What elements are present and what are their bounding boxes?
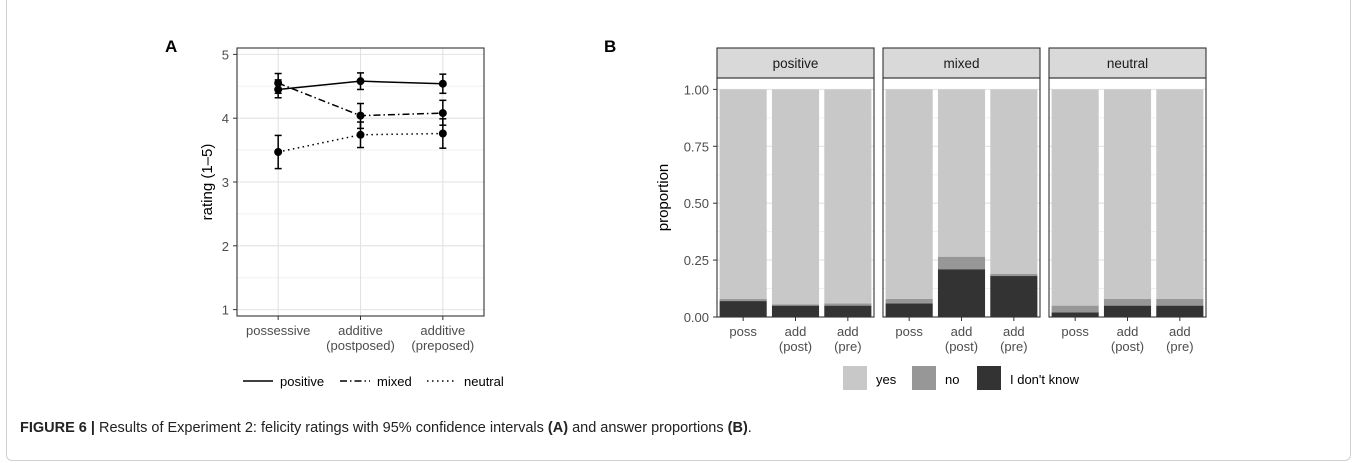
panel-b-legend-label: no — [945, 372, 959, 387]
panel-b-bar-segment-no — [1156, 298, 1204, 306]
panel-b-bar-segment-i-don-t-know — [719, 301, 767, 317]
panel-b-x-tick-label: (post) — [1111, 339, 1144, 354]
panel-b-bar-segment-i-don-t-know — [885, 303, 933, 317]
panel-b-legend-label: I don't know — [1010, 372, 1080, 387]
panel-a-y-tick-label: 3 — [222, 175, 229, 190]
panel-a-data-point — [274, 79, 283, 88]
panel-b-bar-segment-no — [937, 256, 986, 270]
panel-label-a: A — [165, 37, 177, 56]
panel-b-x-tick-label: add — [951, 324, 973, 339]
panel-a-legend-label: positive — [280, 374, 324, 389]
panel-b-x-tick-label: (pre) — [1166, 339, 1193, 354]
panel-b-x-tick-label: poss — [729, 324, 757, 339]
figure-caption: FIGURE 6 | Results of Experiment 2: feli… — [20, 420, 752, 436]
panel-b-bar-segment-i-don-t-know — [1051, 312, 1099, 317]
panel-a-x-tick-label: possessive — [246, 323, 310, 338]
caption-ref-b: (B) — [727, 420, 748, 436]
panel-a-x-tick-label: additive — [338, 323, 383, 338]
panel-b-bar-segment-no — [885, 298, 933, 304]
panel-b-x-tick-label: (post) — [945, 339, 978, 354]
panel-a-data-point — [356, 130, 365, 139]
panel-b-y-tick-label: 0.50 — [684, 196, 709, 211]
panel-b-x-tick-label: poss — [895, 324, 923, 339]
panel-b-bar-segment-i-don-t-know — [1156, 305, 1204, 317]
panel-b-x-tick-label: add — [785, 324, 807, 339]
panel-b-bar-segment-i-don-t-know — [771, 305, 820, 317]
panel-b-bar-segment-no — [824, 303, 872, 306]
panel-a-legend-label: mixed — [377, 374, 412, 389]
panel-b-bar-segment-no — [1051, 305, 1099, 313]
panel-b-x-tick-label: add — [1117, 324, 1139, 339]
panel-b-x-tick-label: (pre) — [834, 339, 861, 354]
panel-b-legend-swatch — [977, 366, 1001, 390]
caption-text-before: Results of Experiment 2: felicity rating… — [99, 420, 544, 436]
panel-a-data-point — [438, 129, 447, 138]
caption-ref-a: (A) — [547, 420, 569, 436]
panel-b-bar-segment-i-don-t-know — [937, 269, 986, 317]
caption-text-middle: and answer proportions — [572, 420, 724, 436]
panel-b-legend-swatch — [912, 366, 936, 390]
panel-b-bar-segment-yes — [771, 89, 820, 305]
panel-b-bar-segment-no — [719, 298, 767, 302]
panel-b-x-tick-label: add — [1169, 324, 1191, 339]
panel-b-x-tick-label: add — [837, 324, 859, 339]
panel-b-x-tick-label: add — [1003, 324, 1025, 339]
panel-a-y-tick-label: 1 — [222, 303, 229, 318]
panel-a-y-tick-label: 2 — [222, 239, 229, 254]
caption-label: FIGURE 6 | — [20, 420, 95, 436]
panel-b-bar-segment-yes — [719, 89, 767, 299]
panel-b-facet-label: neutral — [1107, 56, 1148, 71]
panel-b-facet-strip — [882, 47, 1041, 79]
panel-b-bar-segment-i-don-t-know — [990, 276, 1038, 317]
panel-b-facet-label: mixed — [943, 56, 979, 71]
panel-a-y-tick-label: 4 — [222, 111, 229, 126]
panel-a-data-point — [356, 77, 365, 86]
panel-b-x-tick-label: (post) — [779, 339, 812, 354]
panel-a-y-tick-label: 5 — [222, 47, 229, 62]
panel-a-x-tick-label: (postposed) — [326, 338, 395, 353]
panel-b-bar-segment-yes — [1103, 89, 1152, 299]
panel-b-y-axis-label: proportion — [655, 164, 672, 232]
panel-b-panel-border — [1048, 77, 1207, 318]
panel-b-panel-border — [882, 77, 1041, 318]
panel-a-data-point — [356, 111, 365, 120]
panel-b-y-tick-label: 0.00 — [684, 310, 709, 325]
panel-a-y-axis-label: rating (1–5) — [199, 144, 216, 221]
panel-a-legend-label: neutral — [464, 374, 504, 389]
panel-b-legend-swatch — [843, 366, 867, 390]
panel-b-bar-segment-i-don-t-know — [1103, 305, 1152, 317]
caption-text-after: . — [747, 420, 752, 436]
panel-b-bar-segment-no — [1103, 298, 1152, 306]
panel-b-bar-segment-yes — [824, 89, 872, 304]
panel-a-data-point — [438, 79, 447, 88]
panel-a-x-tick-label: (preposed) — [411, 338, 474, 353]
panel-label-b: B — [604, 37, 616, 56]
panel-b-x-tick-label: (pre) — [1000, 339, 1027, 354]
panel-b-facet-label: positive — [773, 56, 819, 71]
panel-b-y-tick-label: 0.75 — [684, 139, 709, 154]
panel-b-facet-strip — [716, 47, 875, 79]
panel-a-border — [236, 47, 485, 317]
panel-b-y-tick-label: 0.25 — [684, 253, 709, 268]
panel-b-bar-segment-no — [990, 273, 1038, 277]
panel-a-data-point — [438, 109, 447, 118]
panel-b-bar-segment-yes — [990, 89, 1038, 274]
panel-b-bar-segment-yes — [937, 89, 986, 257]
panel-b-y-tick-label: 1.00 — [684, 82, 709, 97]
panel-b-panel-border — [716, 77, 875, 318]
panel-b-bar-segment-no — [771, 304, 820, 306]
panel-a-x-tick-label: additive — [420, 323, 465, 338]
panel-b-bar-segment-i-don-t-know — [824, 305, 872, 317]
panel-b-legend-label: yes — [876, 372, 897, 387]
panel-b-bar-segment-yes — [1156, 89, 1204, 299]
panel-a-data-point — [274, 148, 283, 157]
panel-b-bar-segment-yes — [885, 89, 933, 299]
panel-b-x-tick-label: poss — [1061, 324, 1089, 339]
figure-frame — [6, 0, 1351, 461]
panel-b-bar-segment-yes — [1051, 89, 1099, 306]
